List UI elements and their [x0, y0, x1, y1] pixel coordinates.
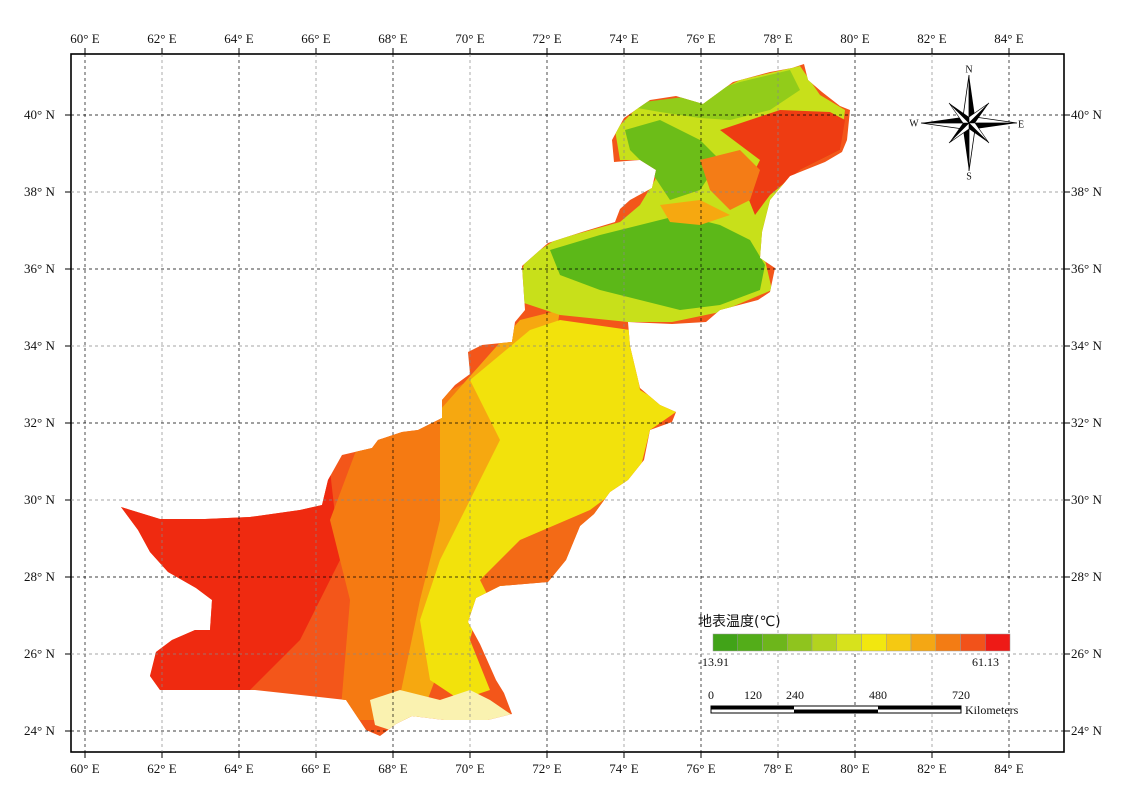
legend-color-swatch	[712, 633, 738, 652]
scale-label-720: 720	[952, 688, 970, 702]
longitude-label: 82° E	[917, 31, 947, 46]
frame-ticks	[65, 48, 1070, 758]
compass-north-label: N	[965, 64, 973, 76]
legend-color-bar	[712, 633, 1011, 652]
region-yellow-plain	[420, 320, 676, 700]
longitude-label: 74° E	[609, 761, 639, 776]
graticule	[71, 54, 1064, 752]
compass-west-label: W	[909, 118, 919, 130]
region-north-orange	[700, 150, 760, 210]
longitude-label: 68° E	[378, 31, 408, 46]
latitude-label: 38° N	[1071, 184, 1102, 199]
longitude-label: 80° E	[840, 31, 870, 46]
legend-color-swatch	[737, 633, 763, 652]
longitude-label: 60° E	[70, 761, 100, 776]
scale-label-120: 120	[744, 688, 762, 702]
longitude-label: 64° E	[224, 31, 254, 46]
latitude-label: 26° N	[24, 646, 55, 661]
longitude-label: 60° E	[70, 31, 100, 46]
longitude-label: 82° E	[917, 761, 947, 776]
scale-label-0: 0	[708, 688, 714, 702]
latitude-label: 28° N	[1071, 569, 1102, 584]
region-green-highlands	[550, 215, 765, 310]
compass-east-label: E	[1017, 119, 1025, 131]
legend-color-swatch	[787, 633, 813, 652]
latitude-label: 40° N	[1071, 107, 1102, 122]
latitude-label: 38° N	[24, 184, 55, 199]
longitude-label: 80° E	[840, 761, 870, 776]
compass-south-label: S	[966, 171, 972, 183]
legend-color-swatch	[960, 633, 986, 652]
latitude-label: 30° N	[1071, 492, 1102, 507]
latitude-label: 36° N	[1071, 261, 1102, 276]
legend-max-label: 61.13	[972, 655, 999, 669]
latitude-label: 34° N	[1071, 338, 1102, 353]
legend-color-swatch	[886, 633, 912, 652]
latitude-label: 24° N	[1071, 723, 1102, 738]
longitude-label: 76° E	[686, 31, 716, 46]
region-green-karakoram	[625, 120, 720, 200]
longitude-label: 84° E	[994, 761, 1024, 776]
longitude-label: 84° E	[994, 31, 1024, 46]
longitude-label: 70° E	[455, 31, 485, 46]
legend-color-swatch	[811, 633, 837, 652]
longitude-label: 66° E	[301, 31, 331, 46]
region-east-orange	[480, 495, 610, 600]
longitude-label: 68° E	[378, 761, 408, 776]
longitude-label: 62° E	[147, 31, 177, 46]
longitude-label: 72° E	[532, 31, 562, 46]
latitude-label: 40° N	[24, 107, 55, 122]
longitude-label: 74° E	[609, 31, 639, 46]
longitude-label: 70° E	[455, 761, 485, 776]
legend-color-swatch	[985, 633, 1011, 652]
scale-unit-label: Kilometers	[965, 703, 1019, 717]
region-northeast-amber	[660, 200, 730, 225]
legend-title: 地表温度(℃)	[698, 614, 781, 630]
scale-label-480: 480	[869, 688, 887, 702]
legend-color-swatch	[836, 633, 862, 652]
latitude-label: 34° N	[24, 338, 55, 353]
latitude-label: 32° N	[24, 415, 55, 430]
latitude-label: 26° N	[1071, 646, 1102, 661]
longitude-label: 62° E	[147, 761, 177, 776]
latitude-label: 30° N	[24, 492, 55, 507]
legend-min-label: -13.91	[698, 655, 729, 669]
legend-color-swatch	[861, 633, 887, 652]
latitude-label: 32° N	[1071, 415, 1102, 430]
longitude-label: 78° E	[763, 761, 793, 776]
latitude-label: 28° N	[24, 569, 55, 584]
longitude-label: 78° E	[763, 31, 793, 46]
longitude-label: 66° E	[301, 761, 331, 776]
latitude-label: 24° N	[24, 723, 55, 738]
longitude-label: 72° E	[532, 761, 562, 776]
compass-rose-icon	[920, 74, 1018, 172]
legend-color-swatch	[910, 633, 936, 652]
longitude-label: 76° E	[686, 761, 716, 776]
scale-label-240: 240	[786, 688, 804, 702]
legend-color-swatch	[762, 633, 788, 652]
legend-color-swatch	[935, 633, 961, 652]
latitude-label: 36° N	[24, 261, 55, 276]
longitude-label: 64° E	[224, 761, 254, 776]
scale-bar	[710, 705, 962, 714]
